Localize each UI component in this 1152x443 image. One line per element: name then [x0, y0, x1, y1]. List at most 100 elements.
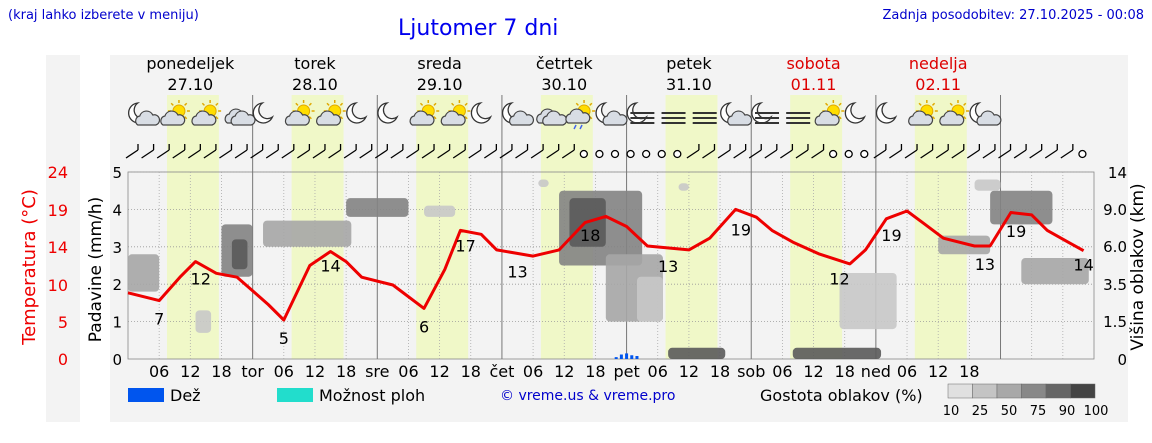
temperature-label: 7 [154, 310, 164, 329]
last-update: Zadnja posodobitev: 27.10.2025 - 00:08 [882, 8, 1144, 23]
density-swatch [947, 383, 973, 399]
daylight-band [790, 95, 843, 359]
wind-barb [156, 149, 170, 159]
temperature-label: 18 [580, 226, 600, 245]
sun-cloud-icon [440, 100, 471, 126]
wind-barb [998, 149, 1011, 159]
daylight-band [914, 95, 967, 359]
day-name: četrtek [536, 54, 594, 73]
wind-barb [499, 149, 513, 159]
axis-hour-label: 06 [523, 362, 543, 381]
temperature-label: 6 [419, 317, 429, 336]
day-name: nedelja [909, 54, 968, 73]
wind-barb [1060, 149, 1074, 159]
wind-barb [374, 149, 388, 159]
sun-cloud-icon [908, 100, 938, 126]
axis-hour-label: 12 [180, 362, 200, 381]
cloud-height-tick-label: 0 [1117, 351, 1127, 369]
wind-barb [1044, 149, 1058, 159]
axis-hour-label: 06 [897, 362, 917, 381]
cloud-density-patch [1021, 258, 1089, 285]
day-date: 30.10 [541, 75, 587, 94]
cloud-density-patch [346, 198, 409, 217]
wind-barb [406, 149, 419, 159]
density-step-label: 90 [1059, 404, 1076, 419]
precip-tick-label: 1 [112, 314, 122, 332]
wind-barb [437, 149, 450, 159]
density-swatch [1070, 383, 1096, 399]
density-swatch [996, 383, 1022, 399]
cloud-density-patch [195, 310, 212, 333]
day-date: 29.10 [417, 75, 463, 94]
wind-barb [546, 149, 560, 159]
wind-calm-symbol [1078, 149, 1087, 159]
wind-barb [686, 149, 700, 159]
day-name: torek [294, 54, 336, 73]
copyright-link[interactable]: © vreme.us & vreme.pro [500, 388, 676, 404]
wind-barb [452, 149, 466, 159]
wind-barb [141, 149, 154, 159]
moon-fog-icon [751, 102, 780, 124]
axis-hour-label: 18 [585, 362, 605, 381]
wind-calm-symbol [642, 149, 651, 159]
density-swatch [972, 383, 998, 399]
cloud-density-patch [424, 205, 456, 217]
wind-calm-symbol [626, 149, 635, 159]
axis-hour-label: 12 [554, 362, 574, 381]
wind-barb [561, 149, 575, 159]
cloud-density-patch [636, 276, 663, 322]
density-step-label: 75 [1030, 404, 1047, 419]
axis-day-label: sre [365, 362, 389, 381]
sun-cloud-icon [160, 100, 190, 126]
precip-tick-label: 0 [112, 351, 122, 369]
sun-cloud-icon [284, 100, 315, 126]
cloud-icon [224, 108, 256, 126]
wind-barb [468, 149, 482, 159]
wind-calm-symbol [610, 149, 620, 159]
temperature-tick-label: 24 [48, 163, 68, 182]
wind-calm-symbol [579, 149, 588, 159]
temperature-tick-label: 10 [48, 276, 68, 295]
axis-hour-label: 06 [772, 362, 792, 381]
temperature-tick-label: 5 [58, 313, 68, 332]
temperature-tick-label: 0 [58, 350, 68, 369]
moon-cloud-icon [595, 102, 628, 126]
fog-icon [692, 112, 717, 124]
wind-barb [873, 149, 887, 159]
wind-calm-symbol [595, 149, 604, 159]
wind-barb [748, 149, 762, 159]
storm-legend-swatch [277, 388, 313, 402]
day-date: 02.11 [915, 75, 961, 94]
moon-fog-icon [626, 102, 655, 124]
temperature-label: 19 [731, 220, 751, 239]
wind-barb [1029, 149, 1043, 159]
wind-barb [889, 149, 902, 159]
wind-barb [421, 149, 435, 159]
temperature-line [127, 207, 1085, 322]
sun-cloud-icon [316, 100, 346, 126]
sun-cloud-icon [814, 100, 845, 126]
wind-barb [515, 149, 528, 159]
daylight-band [665, 95, 718, 359]
rain-bar [619, 354, 623, 359]
axis-hour-label: 18 [835, 362, 855, 381]
wind-barb [125, 149, 139, 159]
temperature-label: 12 [191, 270, 211, 289]
wind-barb [764, 149, 778, 159]
moon-icon [346, 102, 368, 124]
axis-strip [46, 55, 80, 422]
rain-legend-label: Dež [170, 386, 201, 405]
day-name: ponedeljek [146, 54, 235, 73]
wind-barb [966, 149, 980, 159]
axis-hour-label: 18 [959, 362, 979, 381]
sun-cloud-icon [409, 100, 440, 126]
wind-calm-symbol [657, 149, 666, 159]
axis-hour-label: 12 [305, 362, 325, 381]
wind-barb [234, 149, 248, 159]
wind-calm-symbol [860, 149, 869, 159]
day-name: petek [666, 54, 712, 73]
temperature-label: 5 [279, 329, 289, 348]
axis-day-label: sob [737, 362, 765, 381]
wind-barb [265, 149, 279, 159]
